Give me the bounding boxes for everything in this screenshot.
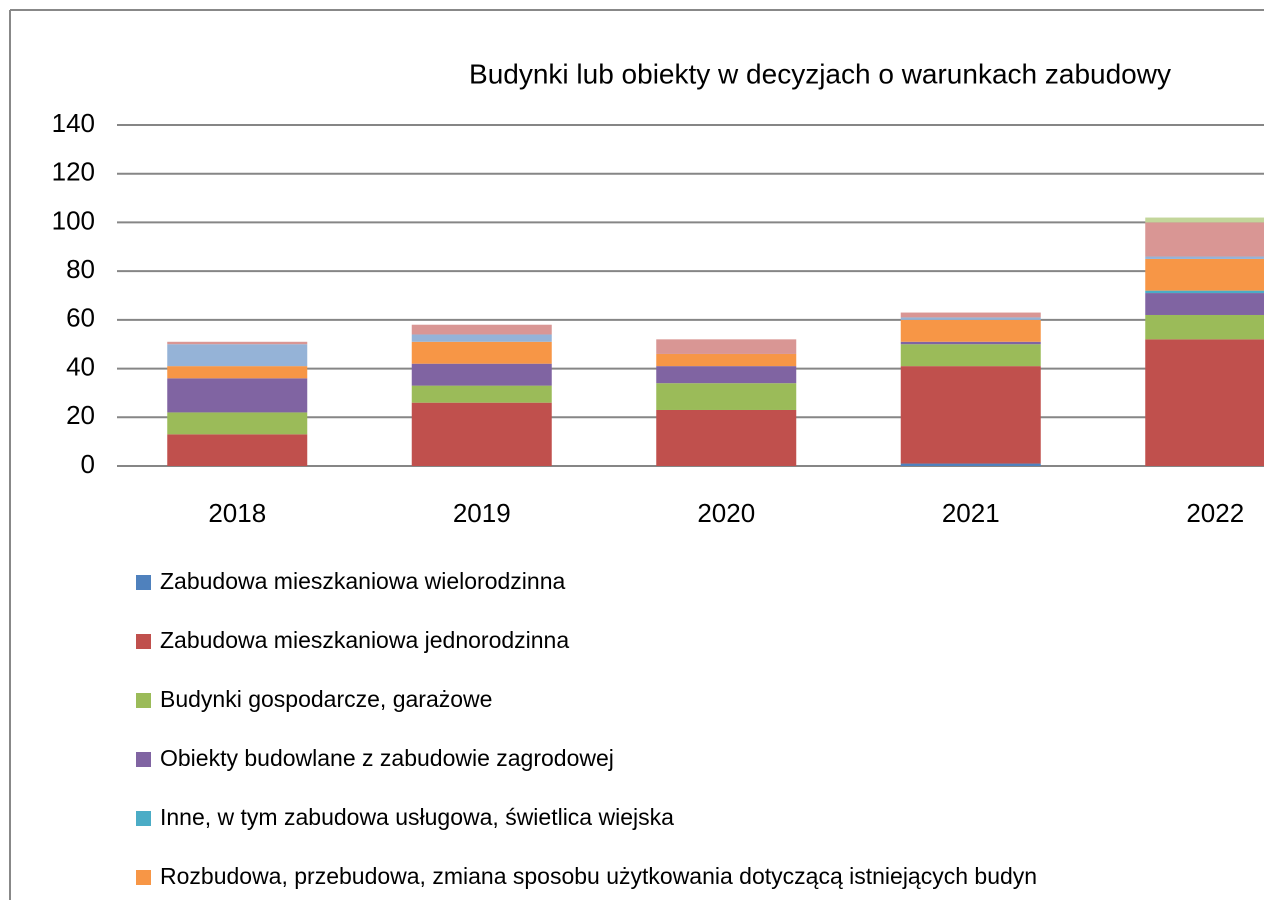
bar-segment <box>900 341 1041 345</box>
legend-label: Rozbudowa, przebudowa, zmiana sposobu uż… <box>160 863 1037 889</box>
legend-swatch <box>136 870 151 885</box>
y-tick-label: 120 <box>52 157 95 187</box>
bar-segment <box>900 312 1041 318</box>
x-tick-label: 2018 <box>208 498 266 528</box>
y-tick-label: 40 <box>66 351 95 381</box>
x-tick-label: 2020 <box>697 498 755 528</box>
x-tick-label: 2019 <box>453 498 511 528</box>
bar-segment <box>900 463 1041 466</box>
legend-label: Zabudowa mieszkaniowa jednorodzinna <box>160 627 569 653</box>
y-tick-label: 80 <box>66 254 95 284</box>
bar-segment <box>167 341 308 345</box>
bar-segment <box>656 409 797 466</box>
bar-segment <box>167 366 308 379</box>
bar-segment <box>1145 339 1264 466</box>
bar-segment <box>900 366 1041 464</box>
y-tick-label: 60 <box>66 303 95 333</box>
bar-segment <box>1145 293 1264 315</box>
bar-segment <box>167 434 308 466</box>
bar-segment <box>656 383 797 410</box>
legend-label: Inne, w tym zabudowa usługowa, świetlica… <box>160 804 674 830</box>
legend-swatch <box>136 752 151 767</box>
y-tick-label: 140 <box>52 108 95 138</box>
bar-segment <box>167 378 308 413</box>
bar-segment <box>167 344 308 367</box>
bar-segment <box>656 339 797 354</box>
bar-segment <box>1145 217 1264 223</box>
legend-swatch <box>136 693 151 708</box>
y-tick-label: 100 <box>52 205 95 235</box>
bar-segment <box>1145 258 1264 291</box>
bar-segment <box>656 366 797 384</box>
legend-label: Zabudowa mieszkaniowa wielorodzinna <box>160 568 565 594</box>
y-tick-label: 20 <box>66 400 95 430</box>
bar-segment <box>1145 222 1264 257</box>
bar-segment <box>1145 314 1264 340</box>
legend-swatch <box>136 575 151 590</box>
legend-label: Obiekty budowlane z zabudowie zagrodowej <box>160 745 614 771</box>
bar-segment <box>900 344 1041 367</box>
bar-segment <box>411 385 552 403</box>
bar-segment <box>411 402 552 466</box>
bar-segment <box>1145 290 1264 294</box>
bar-segment <box>411 334 552 342</box>
bar-segment <box>411 341 552 364</box>
legend-label: Budynki gospodarcze, garażowe <box>160 686 492 712</box>
y-tick-label: 0 <box>81 449 95 479</box>
legend-swatch <box>136 634 151 649</box>
x-tick-label: 2021 <box>942 498 1000 528</box>
legend-swatch <box>136 811 151 826</box>
bar-segment <box>900 319 1041 342</box>
x-tick-label: 2022 <box>1186 498 1244 528</box>
bar-segment <box>1145 256 1264 259</box>
chart-title: Budynki lub obiekty w decyzjach o warunk… <box>469 58 1171 89</box>
bar-segment <box>167 412 308 435</box>
bar-segment <box>411 324 552 335</box>
bar-segment <box>411 363 552 386</box>
bar-segment <box>900 317 1041 320</box>
bar-segment <box>656 353 797 367</box>
